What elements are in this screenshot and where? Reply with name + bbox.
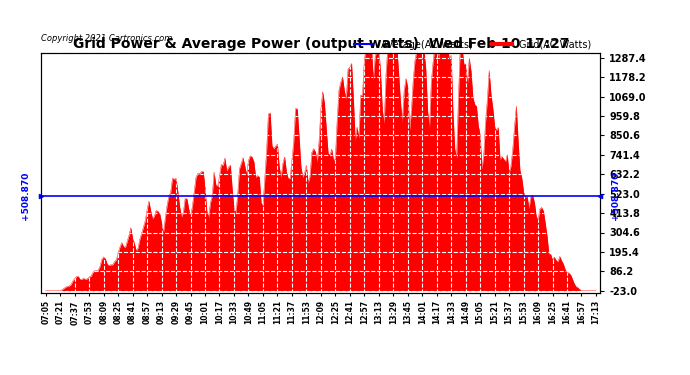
Text: +508.870: +508.870	[21, 172, 30, 220]
Title: Grid Power & Average Power (output watts)  Wed Feb 10 17:27: Grid Power & Average Power (output watts…	[72, 38, 569, 51]
Text: +508.870: +508.870	[611, 172, 620, 220]
Legend: Average(AC Watts), Grid(AC Watts): Average(AC Watts), Grid(AC Watts)	[350, 36, 595, 54]
Text: Copyright 2021 Cartronics.com: Copyright 2021 Cartronics.com	[41, 34, 172, 43]
